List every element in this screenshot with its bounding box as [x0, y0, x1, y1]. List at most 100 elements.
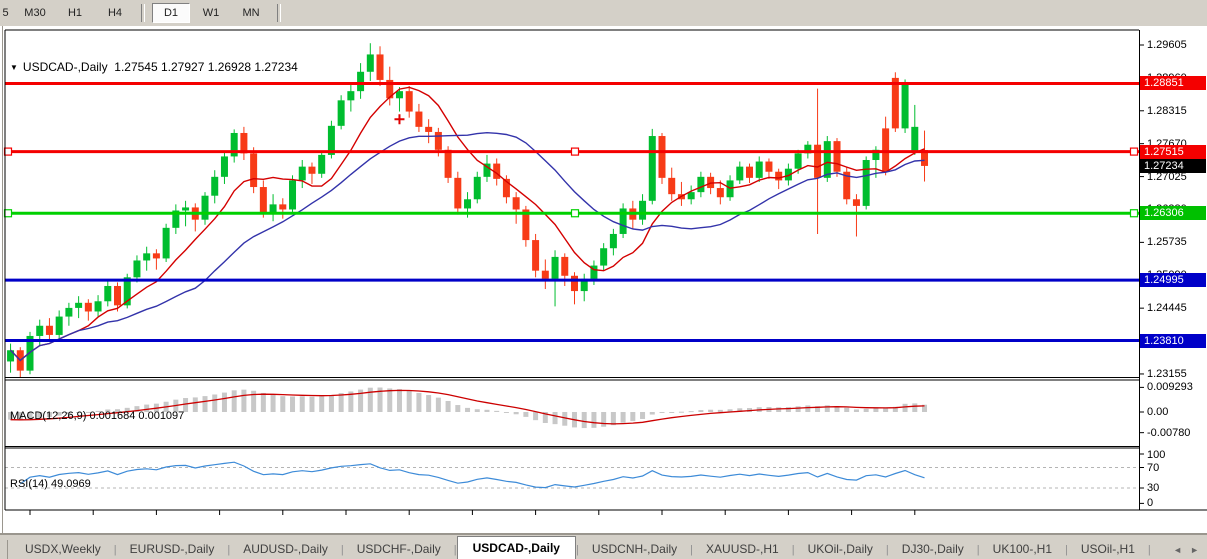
tab-separator: | — [976, 544, 980, 556]
candle-body — [483, 163, 491, 177]
macd-histogram-bar — [241, 389, 247, 412]
chart-ohlc-values: 1.27545 1.27927 1.26928 1.27234 — [114, 60, 298, 74]
line-selection-handle[interactable] — [3, 147, 13, 156]
horizontal-line-object[interactable] — [3, 147, 1140, 156]
symbol-dropdown-icon[interactable]: ▼ — [10, 63, 18, 72]
candle-body — [697, 176, 705, 193]
line-selection-handle[interactable] — [1129, 209, 1139, 218]
symbol-tab-ukoil-daily[interactable]: UKOil-,Daily — [807, 542, 873, 556]
candle-body — [114, 285, 122, 306]
macd-histogram-bar — [358, 389, 364, 412]
horizontal-line-object[interactable] — [3, 209, 1140, 218]
symbol-tab-usoil-h1[interactable]: USOil-,H1 — [1080, 542, 1135, 556]
candle-body — [833, 141, 841, 172]
symbol-tab-usdcnh-daily[interactable]: USDCNH-,Daily — [591, 542, 678, 556]
timeframe-button-w1[interactable]: W1 — [202, 7, 220, 19]
candle-body — [687, 192, 695, 200]
price-axis-tick-label: 0.00 — [1147, 406, 1169, 418]
timeframe-button-m30[interactable]: M30 — [24, 7, 46, 19]
candle-body — [172, 210, 180, 228]
macd-histogram-bar — [669, 412, 675, 413]
line-selection-handle[interactable] — [570, 147, 580, 156]
tab-scroll-right-icon[interactable]: ► — [1190, 545, 1199, 555]
candle-body — [26, 335, 34, 371]
macd-histogram-bar — [494, 410, 500, 412]
timeframe-button-d1[interactable]: D1 — [152, 3, 190, 23]
candle-body — [104, 285, 112, 302]
symbol-tab-audusd-daily[interactable]: AUDUSD-,Daily — [243, 542, 328, 556]
timeframe-button-5[interactable]: 5 — [2, 7, 9, 19]
line-selection-handle[interactable] — [1129, 147, 1139, 156]
price-axis-tick-label: 1.23155 — [1147, 367, 1187, 380]
candle-body — [921, 150, 929, 166]
tab-separator: | — [575, 544, 579, 556]
candle-body — [668, 177, 676, 195]
timeframe-button-h4[interactable]: H4 — [107, 7, 123, 19]
candle-body — [55, 316, 63, 335]
macd-histogram-bar — [562, 412, 568, 426]
tab-separator: | — [1147, 544, 1151, 556]
macd-histogram-bar — [678, 411, 684, 413]
macd-histogram-bar — [85, 411, 91, 413]
macd-histogram-bar — [640, 412, 646, 419]
macd-histogram-bar — [115, 409, 121, 412]
symbol-tab-eurusd-daily[interactable]: EURUSD-,Daily — [129, 542, 215, 556]
macd-histogram-bar — [445, 401, 451, 412]
macd-histogram-bar — [533, 412, 539, 421]
candle-body — [415, 111, 423, 127]
macd-histogram-bar — [552, 412, 558, 425]
macd-histogram-bar — [426, 395, 432, 412]
candle-body — [775, 171, 783, 181]
candle-body — [746, 166, 754, 178]
symbol-tab-usdcad-daily[interactable]: USDCAD-,Daily — [456, 536, 576, 559]
toolbar-separator — [277, 4, 281, 22]
chart-canvas[interactable] — [0, 26, 1207, 534]
rsi-indicator-label: RSI(14) 49.0969 — [10, 478, 91, 490]
macd-histogram-bar — [513, 412, 519, 415]
macd-histogram-bar — [610, 412, 616, 426]
candle-body — [658, 136, 666, 178]
macd-histogram-bar — [134, 406, 140, 412]
candle-body — [327, 125, 335, 155]
symbol-tab-usdx-weekly[interactable]: USDX,Weekly — [25, 542, 101, 556]
macd-histogram-bar — [124, 407, 130, 412]
macd-histogram-bar — [581, 412, 587, 429]
symbol-tab-usdchf-daily[interactable]: USDCHF-,Daily — [356, 542, 441, 556]
macd-histogram-bar — [465, 407, 471, 412]
macd-histogram-bar — [37, 412, 43, 418]
macd-histogram-bar — [503, 412, 509, 413]
candle-body — [784, 168, 792, 181]
symbol-tab-xauusd-h1[interactable]: XAUUSD-,H1 — [706, 542, 779, 556]
candle-body — [45, 325, 53, 335]
candle-body — [911, 126, 919, 152]
timeframe-button-h1[interactable]: H1 — [67, 7, 83, 19]
tab-separator: | — [340, 544, 344, 556]
cross-marker-object[interactable] — [394, 114, 405, 125]
macd-histogram-bar — [892, 406, 898, 412]
candle-body — [318, 154, 326, 174]
timeframe-button-mn[interactable]: MN — [242, 7, 260, 19]
candle-body — [891, 77, 899, 129]
macd-pane[interactable] — [8, 387, 928, 429]
macd-histogram-bar — [76, 412, 82, 413]
symbol-tab-dj30-daily[interactable]: DJ30-,Daily — [901, 542, 964, 556]
candles-layer[interactable] — [7, 43, 929, 378]
price-badge: 1.26306 — [1140, 206, 1206, 221]
macd-histogram-bar — [144, 404, 150, 412]
line-selection-handle[interactable] — [570, 209, 580, 218]
macd-histogram-bar — [824, 405, 830, 412]
candle-body — [65, 307, 73, 317]
price-axis-tick-label: 1.25735 — [1147, 236, 1187, 249]
tabs-list: USDX,Weekly | EURUSD-,Daily | AUDUSD-,Daily |… — [12, 536, 1151, 559]
macd-histogram-bar — [95, 410, 101, 412]
candle-body — [289, 180, 297, 210]
tab-scroll-left-icon[interactable]: ◄ — [1173, 545, 1183, 555]
macd-histogram-bar — [883, 408, 889, 412]
candle-body — [872, 149, 880, 161]
rsi-pane[interactable] — [5, 461, 1139, 489]
macd-histogram-bar — [844, 407, 850, 412]
line-selection-handle[interactable] — [3, 209, 13, 218]
symbol-tab-uk100-h1[interactable]: UK100-,H1 — [992, 542, 1053, 556]
macd-histogram-bar — [319, 396, 325, 412]
